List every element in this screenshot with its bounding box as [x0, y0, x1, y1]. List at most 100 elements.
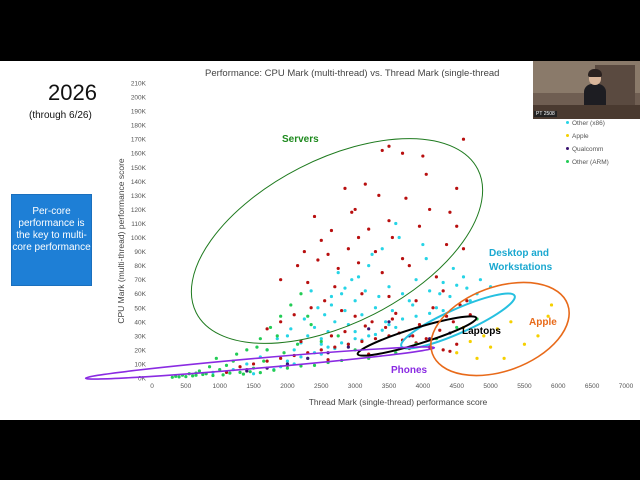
x-tick-label: 3000 [348, 383, 363, 390]
chart-legend: Other (x86) Apple Qualcomm Other (ARM) [566, 117, 609, 169]
x-tick-label: 1500 [246, 383, 261, 390]
data-point [451, 320, 455, 324]
data-point [336, 334, 340, 338]
data-point [207, 365, 212, 369]
speaker-body [584, 84, 606, 106]
data-point [285, 334, 290, 338]
data-point [316, 258, 320, 262]
data-point [478, 278, 483, 282]
data-point [275, 337, 279, 341]
data-point [441, 289, 445, 293]
data-point [245, 348, 249, 352]
data-point [238, 370, 242, 374]
data-point [367, 264, 371, 268]
x-tick-label: 2500 [314, 383, 329, 390]
data-point [360, 313, 364, 317]
legend-label: Other (ARM) [572, 159, 609, 166]
data-point [373, 306, 378, 310]
data-point [438, 328, 442, 332]
data-point [373, 332, 378, 337]
x-tick-label: 4000 [416, 383, 431, 390]
data-point [373, 337, 378, 341]
data-point [272, 368, 276, 372]
data-point [340, 308, 344, 313]
data-point [411, 334, 415, 338]
legend-dot [566, 134, 569, 137]
data-point [367, 334, 371, 338]
data-point [407, 264, 411, 268]
data-point [390, 317, 394, 321]
data-point [468, 299, 472, 303]
data-point [353, 337, 357, 341]
data-point [312, 325, 317, 330]
y-tick-label: 40K [134, 319, 146, 326]
laptops-ring [356, 315, 478, 357]
data-point [549, 303, 554, 307]
data-point [455, 325, 459, 330]
data-point [461, 275, 466, 279]
data-point [356, 275, 361, 279]
legend-item: Qualcomm [566, 143, 609, 156]
data-point [387, 144, 391, 148]
annotation-desktop-line2: Workstations [489, 262, 553, 273]
apple-ring [430, 281, 570, 377]
data-point [299, 364, 303, 368]
data-point [404, 196, 408, 200]
data-point [201, 372, 205, 377]
x-tick-label: 3500 [382, 383, 397, 390]
data-point [546, 314, 550, 318]
data-point [319, 238, 323, 242]
data-point [417, 323, 422, 327]
scatter-chart: Performance: CPU Mark (multi-thread) vs.… [84, 68, 634, 407]
data-point [363, 324, 367, 328]
data-point [333, 285, 337, 289]
data-point [455, 342, 459, 346]
data-point [380, 328, 384, 332]
data-point [356, 261, 361, 265]
data-point [333, 345, 337, 349]
y-tick-label: 200K [131, 95, 147, 102]
data-point [356, 235, 361, 240]
y-tick-label: 0K [138, 376, 147, 383]
data-point [275, 334, 279, 338]
data-point [292, 348, 296, 352]
data-point [387, 285, 391, 289]
slide: Performance: CPU Mark (multi-thread) vs.… [0, 61, 640, 420]
data-point [353, 299, 357, 303]
data-point [184, 374, 188, 379]
annotation-laptops: Laptops [462, 326, 501, 337]
data-point [245, 369, 249, 373]
legend-item: Apple [566, 130, 609, 143]
data-point [265, 359, 269, 363]
data-point [309, 323, 313, 327]
legend-item: Other (x86) [566, 117, 609, 130]
data-point [488, 345, 493, 349]
data-point [370, 252, 374, 256]
data-point [455, 224, 459, 228]
data-point [312, 214, 317, 219]
data-point [444, 242, 449, 247]
data-point [282, 351, 286, 355]
annotation-phones: Phones [391, 365, 428, 376]
data-point [468, 339, 472, 344]
y-tick-label: 50K [134, 305, 146, 312]
data-point [289, 327, 293, 331]
data-point [380, 247, 384, 251]
data-point [268, 325, 273, 330]
data-point [329, 303, 334, 307]
data-point [380, 271, 384, 275]
data-point [306, 334, 310, 338]
data-point [438, 292, 442, 296]
data-point [279, 320, 283, 324]
data-point [312, 363, 317, 367]
data-point [279, 278, 283, 282]
data-point [431, 306, 435, 310]
data-point [319, 337, 323, 341]
data-point [346, 342, 350, 346]
data-point [197, 369, 201, 373]
data-point [495, 327, 499, 331]
y-tick-label: 20K [134, 347, 146, 354]
data-point [421, 242, 425, 247]
data-point [346, 345, 350, 349]
data-point [397, 235, 401, 240]
